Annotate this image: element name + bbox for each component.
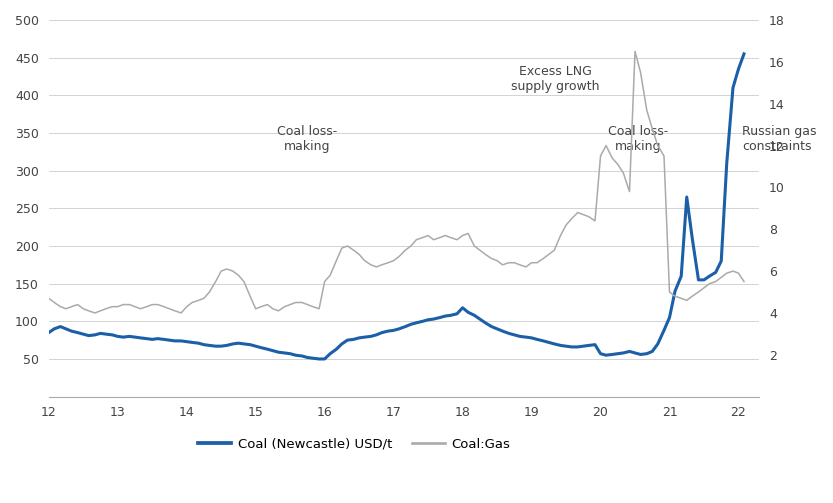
Text: Russian gas
constraints: Russian gas constraints <box>742 125 816 153</box>
Text: Excess LNG
supply growth: Excess LNG supply growth <box>511 65 600 93</box>
Text: Coal loss-
making: Coal loss- making <box>608 125 669 153</box>
Text: Coal loss-
making: Coal loss- making <box>277 125 337 153</box>
Legend: Coal (Newcastle) USD/t, Coal:Gas: Coal (Newcastle) USD/t, Coal:Gas <box>192 433 516 456</box>
